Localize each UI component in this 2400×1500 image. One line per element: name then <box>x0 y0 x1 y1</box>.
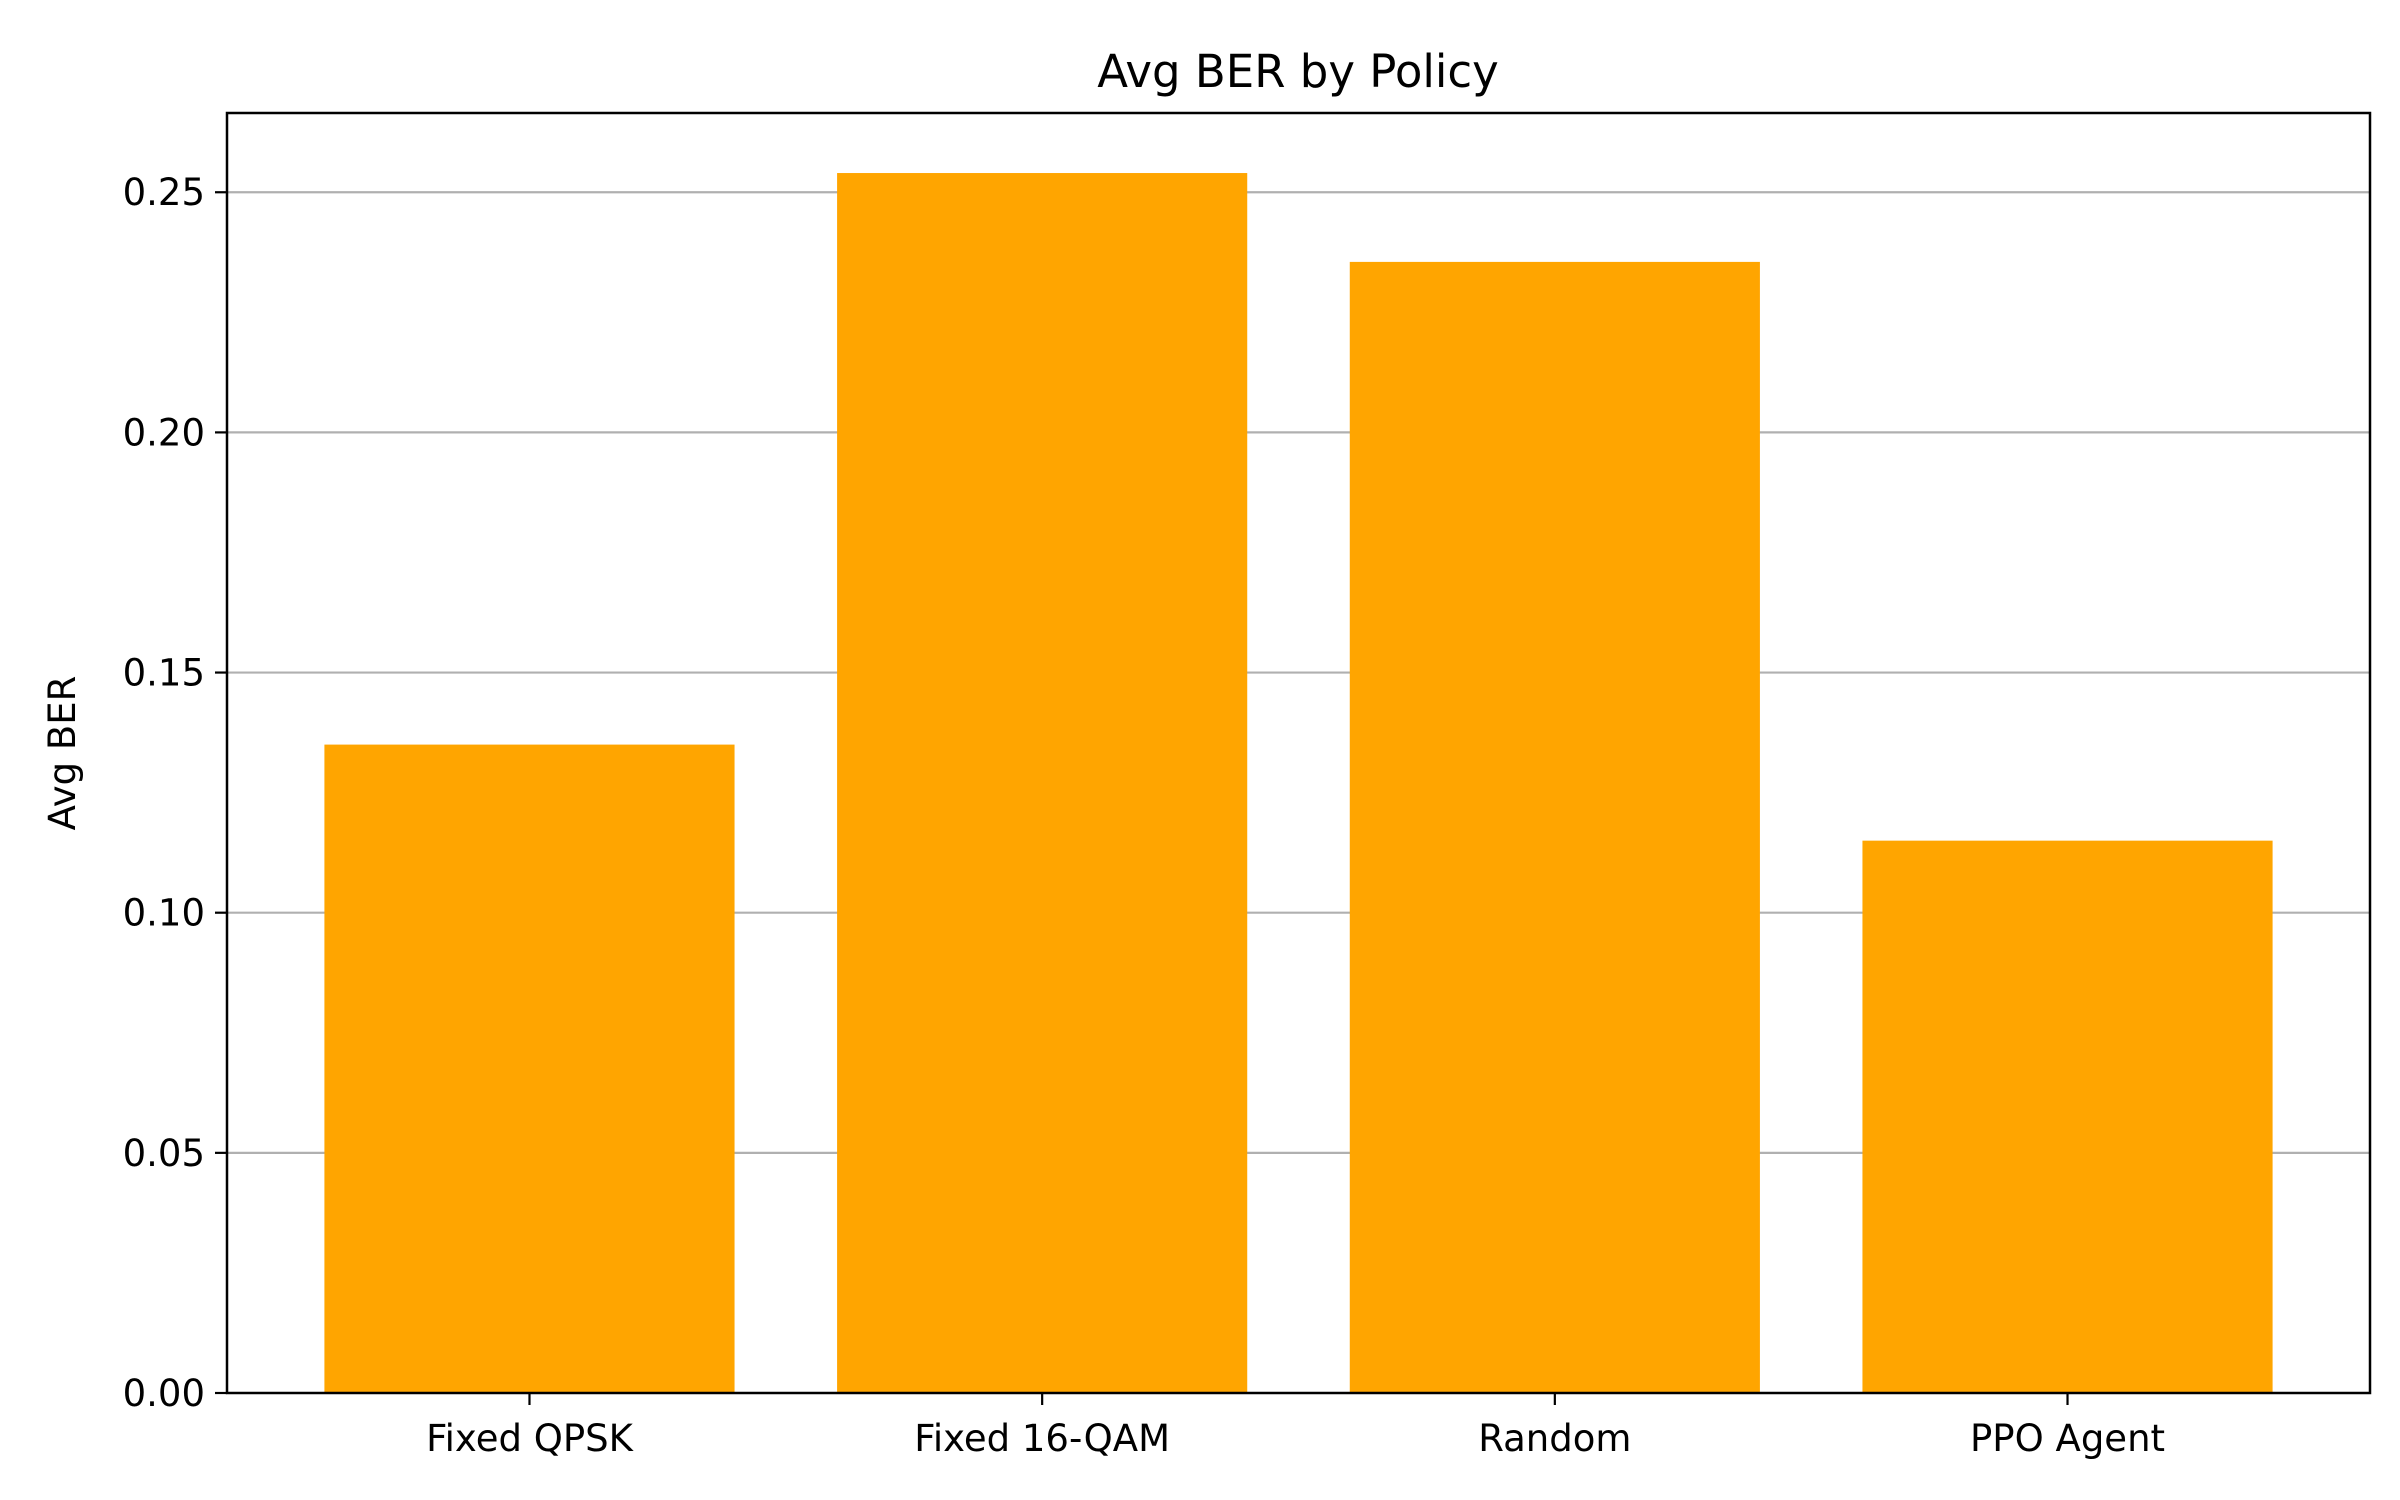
y-tick-label: 0.25 <box>123 171 205 214</box>
x-axis-ticks: Fixed QPSK Fixed 16-QAM Random PPO Agent <box>426 1393 2165 1460</box>
chart-title: Avg BER by Policy <box>1097 45 1498 98</box>
bar-ppo-agent <box>1862 840 2273 1393</box>
x-tick-label: Random <box>1478 1417 1631 1460</box>
y-tick-label: 0.20 <box>123 411 205 454</box>
bar-random <box>1349 261 1760 1393</box>
bar-fixed-qpsk <box>324 744 735 1393</box>
y-tick-label: 0.00 <box>123 1372 205 1415</box>
x-tick-label: Fixed QPSK <box>426 1417 635 1460</box>
plot-frame <box>225 111 2372 1395</box>
y-axis-label: Avg BER <box>41 676 84 831</box>
y-tick-label: 0.05 <box>123 1132 205 1175</box>
x-tick-label: Fixed 16-QAM <box>914 1417 1170 1460</box>
bar-fixed-16-qam <box>837 173 1248 1394</box>
bars <box>324 173 2273 1394</box>
x-tick-label: PPO Agent <box>1970 1417 2165 1460</box>
y-tick-label: 0.10 <box>123 892 205 935</box>
y-tick-label: 0.15 <box>123 652 205 695</box>
y-axis-ticks: 0.00 0.05 0.10 0.15 0.20 0.25 <box>123 171 227 1415</box>
